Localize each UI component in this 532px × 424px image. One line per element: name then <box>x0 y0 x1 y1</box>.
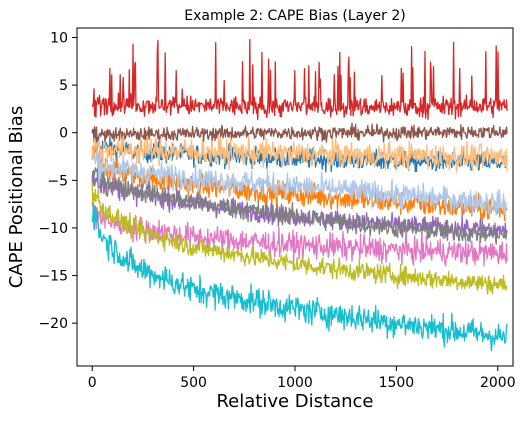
x-tick-label: 500 <box>180 375 207 391</box>
chart-title: Example 2: CAPE Bias (Layer 2) <box>184 8 405 24</box>
x-tick-label: 0 <box>88 375 97 391</box>
y-axis-label: CAPE Positional Bias <box>6 106 27 288</box>
series-line-10 <box>91 39 508 121</box>
series-line-5 <box>91 181 508 295</box>
x-tick-label: 1500 <box>379 375 415 391</box>
y-tick-label: −20 <box>38 316 68 332</box>
y-tick-label: 0 <box>59 126 68 142</box>
series-layer <box>91 39 508 352</box>
x-tick-label: 1000 <box>277 375 313 391</box>
series-line-8 <box>91 135 508 173</box>
series-line-6 <box>91 148 508 216</box>
y-tick-label: −15 <box>38 269 68 285</box>
ticks-layer: 0 500 1000 1500 2000 10 5 0 −5 −10 −15 −20 <box>38 31 515 391</box>
series-line-4 <box>91 201 508 267</box>
y-tick-label: 5 <box>59 78 68 94</box>
x-tick-label: 2000 <box>480 375 516 391</box>
y-tick-label: −10 <box>38 221 68 237</box>
series-line-3 <box>91 156 508 245</box>
x-axis-label: Relative Distance <box>216 391 373 412</box>
series-line-2 <box>91 170 508 241</box>
plot-frame <box>76 27 514 367</box>
y-tick-label: 10 <box>50 31 68 47</box>
series-line-9 <box>91 202 508 352</box>
y-tick-label: −5 <box>47 173 68 189</box>
series-line-7 <box>91 122 508 144</box>
series-line-1 <box>91 140 508 222</box>
